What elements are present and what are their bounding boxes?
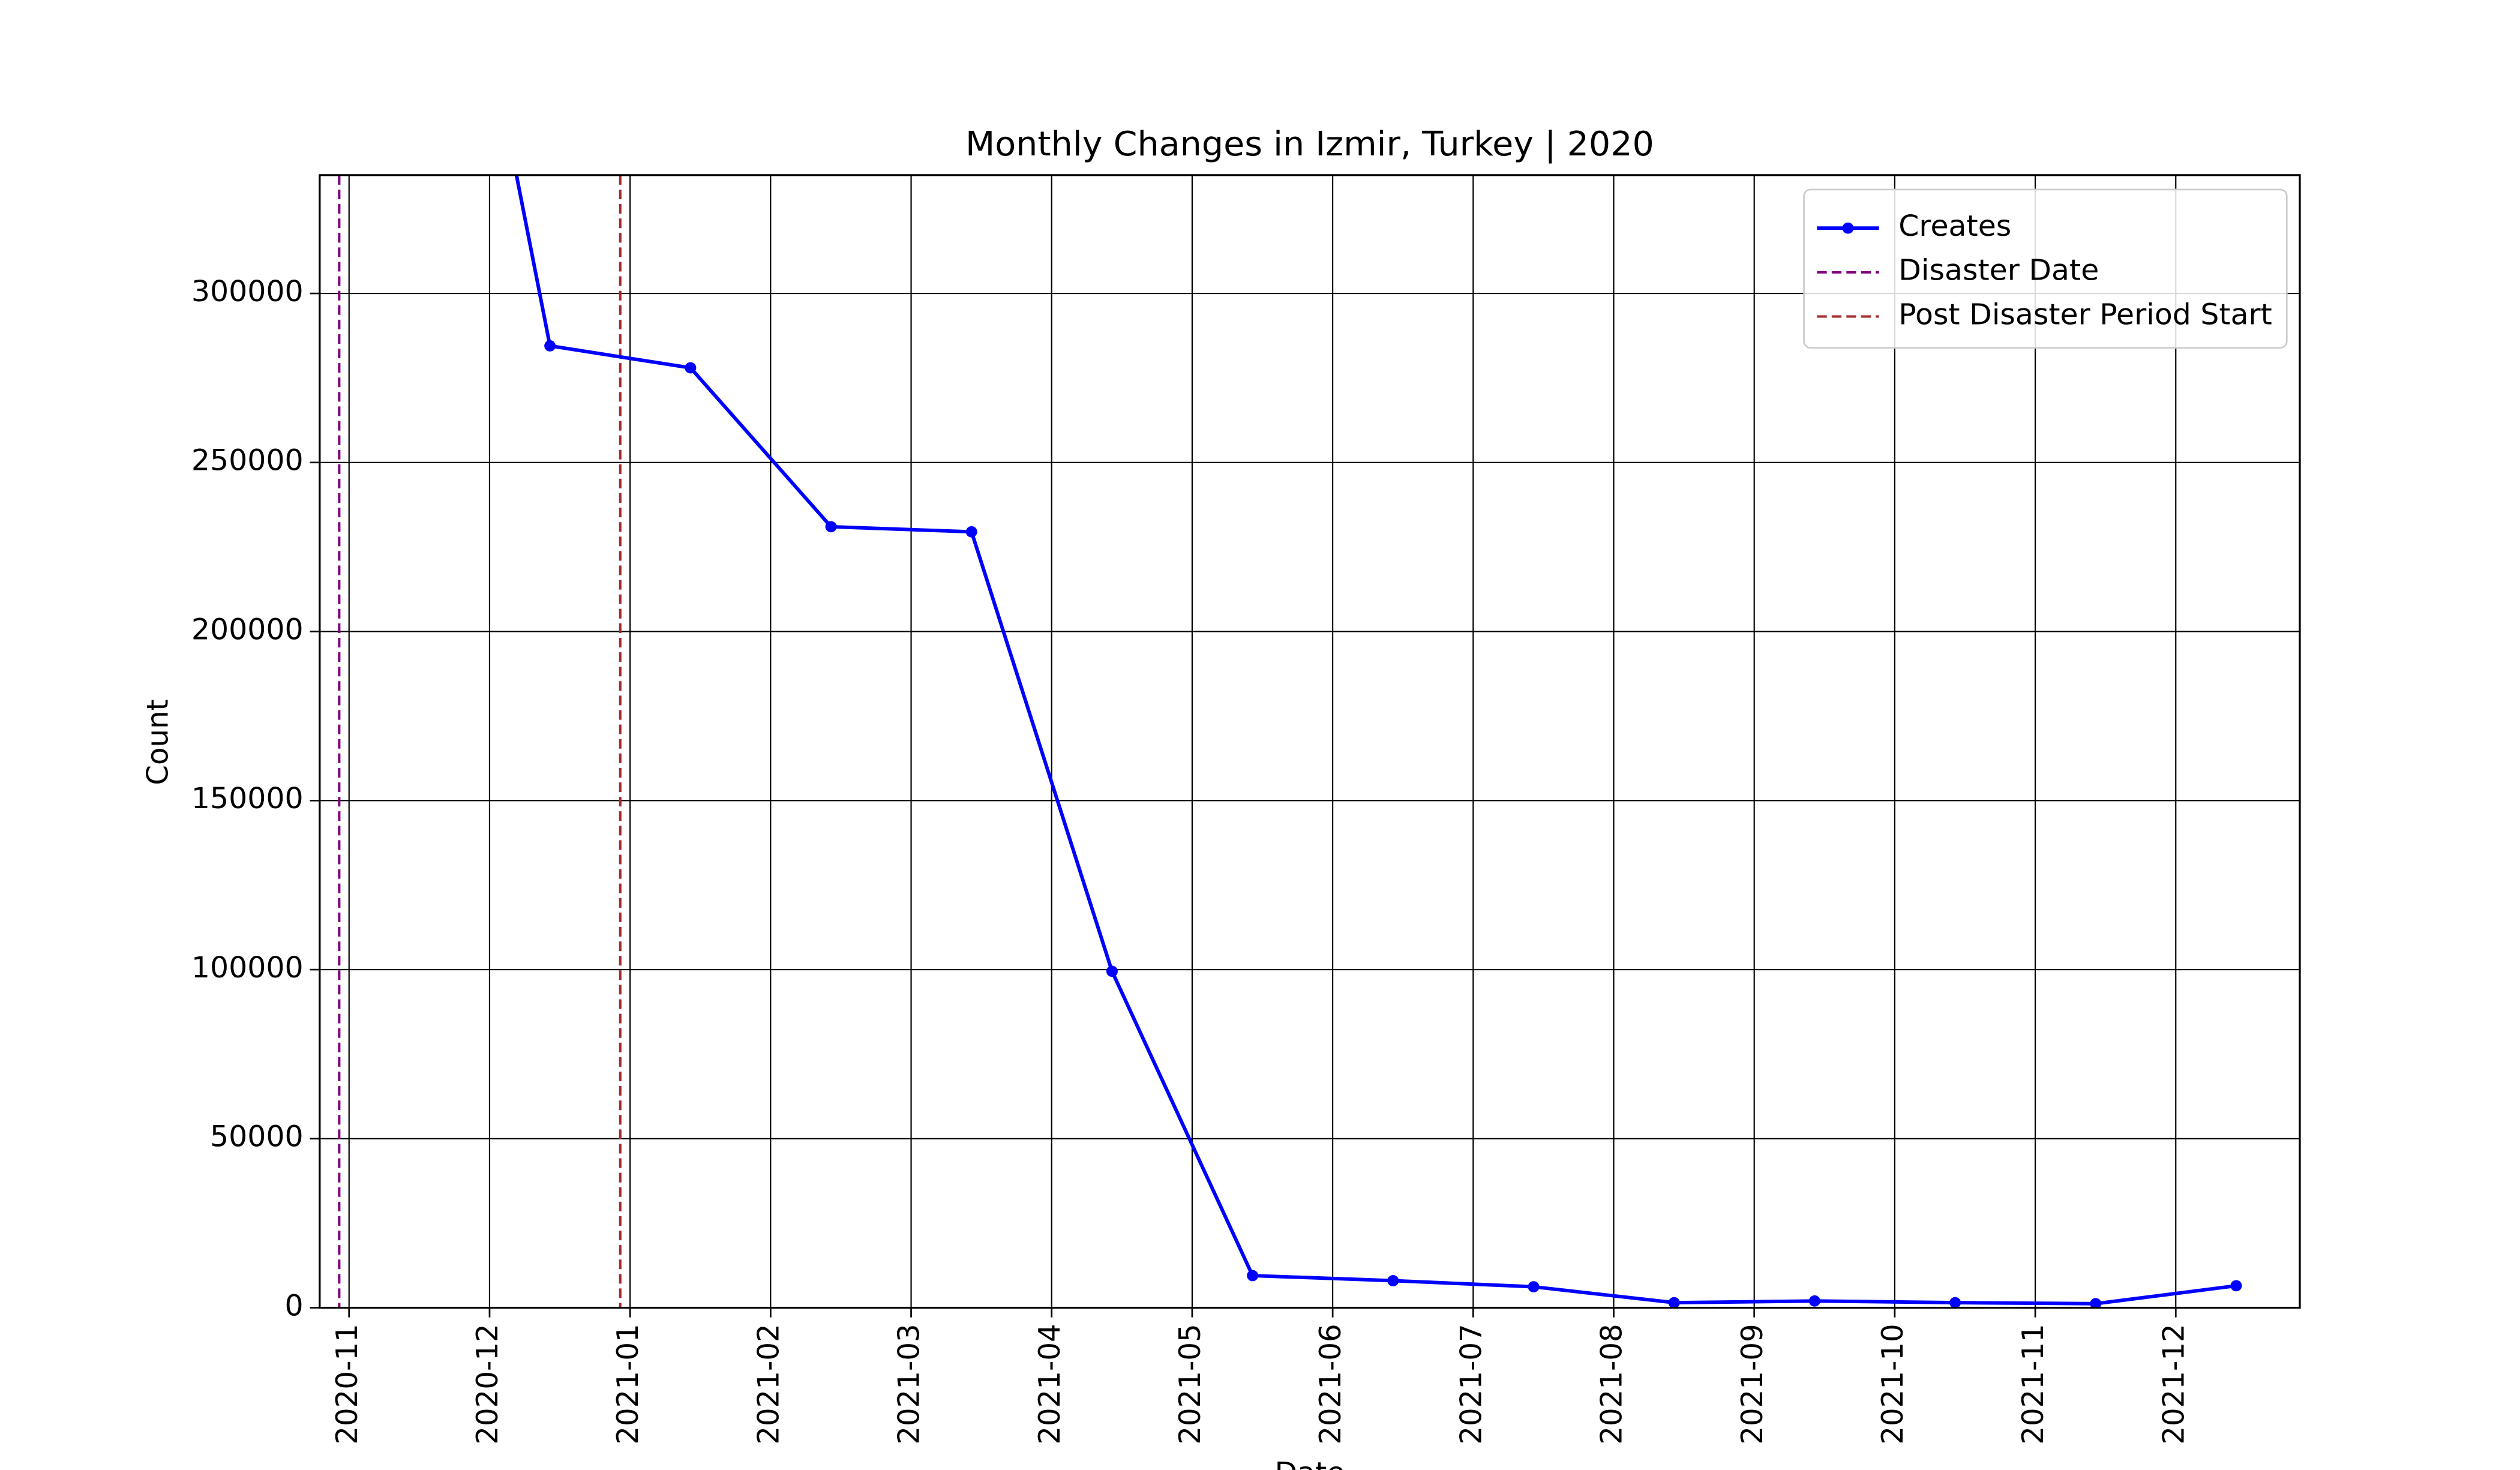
x-tick-label: 2020-11 <box>331 1324 364 1444</box>
x-tick-label: 2021-05 <box>1174 1324 1207 1444</box>
chart-title: Monthly Changes in Izmir, Turkey | 2020 <box>965 125 1654 164</box>
legend-label: Post Disaster Period Start <box>1898 298 2272 332</box>
x-tick-label: 2021-12 <box>2157 1324 2191 1444</box>
x-tick-label: 2021-10 <box>1876 1324 1910 1444</box>
data-point <box>2090 1298 2102 1308</box>
legend-label: Disaster Date <box>1898 254 2099 287</box>
axes: 0 50000 100000 150000 200000 250000 300000 2020… <box>191 275 2191 1444</box>
y-tick-label: 100000 <box>191 951 304 985</box>
data-point <box>544 340 556 352</box>
data-line <box>514 175 2237 1306</box>
x-tick-label: 2020-12 <box>471 1324 505 1444</box>
data-point <box>825 521 837 533</box>
data-point <box>1668 1297 1680 1308</box>
data-point <box>1528 1281 1540 1292</box>
data-point <box>2230 1280 2242 1292</box>
data-point <box>1106 965 1118 977</box>
plot-area <box>338 175 2242 1308</box>
data-point <box>685 362 697 374</box>
data-point <box>1247 1270 1259 1282</box>
x-tick-label: 2021-04 <box>1033 1324 1066 1444</box>
legend-label: Creates <box>1898 209 2011 243</box>
x-tick-label: 2021-09 <box>1735 1324 1769 1444</box>
x-tick-label: 2021-02 <box>752 1324 785 1444</box>
x-tick-label: 2021-11 <box>2017 1324 2050 1444</box>
y-tick-label: 150000 <box>191 782 304 816</box>
x-tick-label: 2021-07 <box>1454 1324 1488 1444</box>
legend: Creates Disaster Date Post Disaster Period… <box>1803 188 2288 349</box>
x-axis-label: Date <box>1274 1456 1345 1470</box>
y-axis-label: Count <box>141 700 175 785</box>
y-tick-label: 0 <box>285 1289 304 1323</box>
x-tick-label: 2021-03 <box>892 1324 926 1444</box>
y-tick-label: 50000 <box>210 1120 304 1154</box>
plot-frame <box>319 174 2301 1309</box>
x-tick-label: 2021-06 <box>1314 1324 1348 1444</box>
y-tick-label: 250000 <box>191 444 304 478</box>
grid <box>319 175 2300 1309</box>
legend-marker <box>1842 222 1854 234</box>
data-point <box>1949 1297 1961 1308</box>
x-tick-label: 2021-01 <box>611 1324 645 1444</box>
legend-box <box>1803 188 2288 349</box>
x-tick-label: 2021-08 <box>1595 1324 1628 1444</box>
y-tick-label: 200000 <box>191 613 304 647</box>
data-point <box>965 526 977 538</box>
data-point <box>1808 1295 1820 1307</box>
y-tick-label: 300000 <box>191 275 304 308</box>
data-point <box>1387 1275 1399 1286</box>
